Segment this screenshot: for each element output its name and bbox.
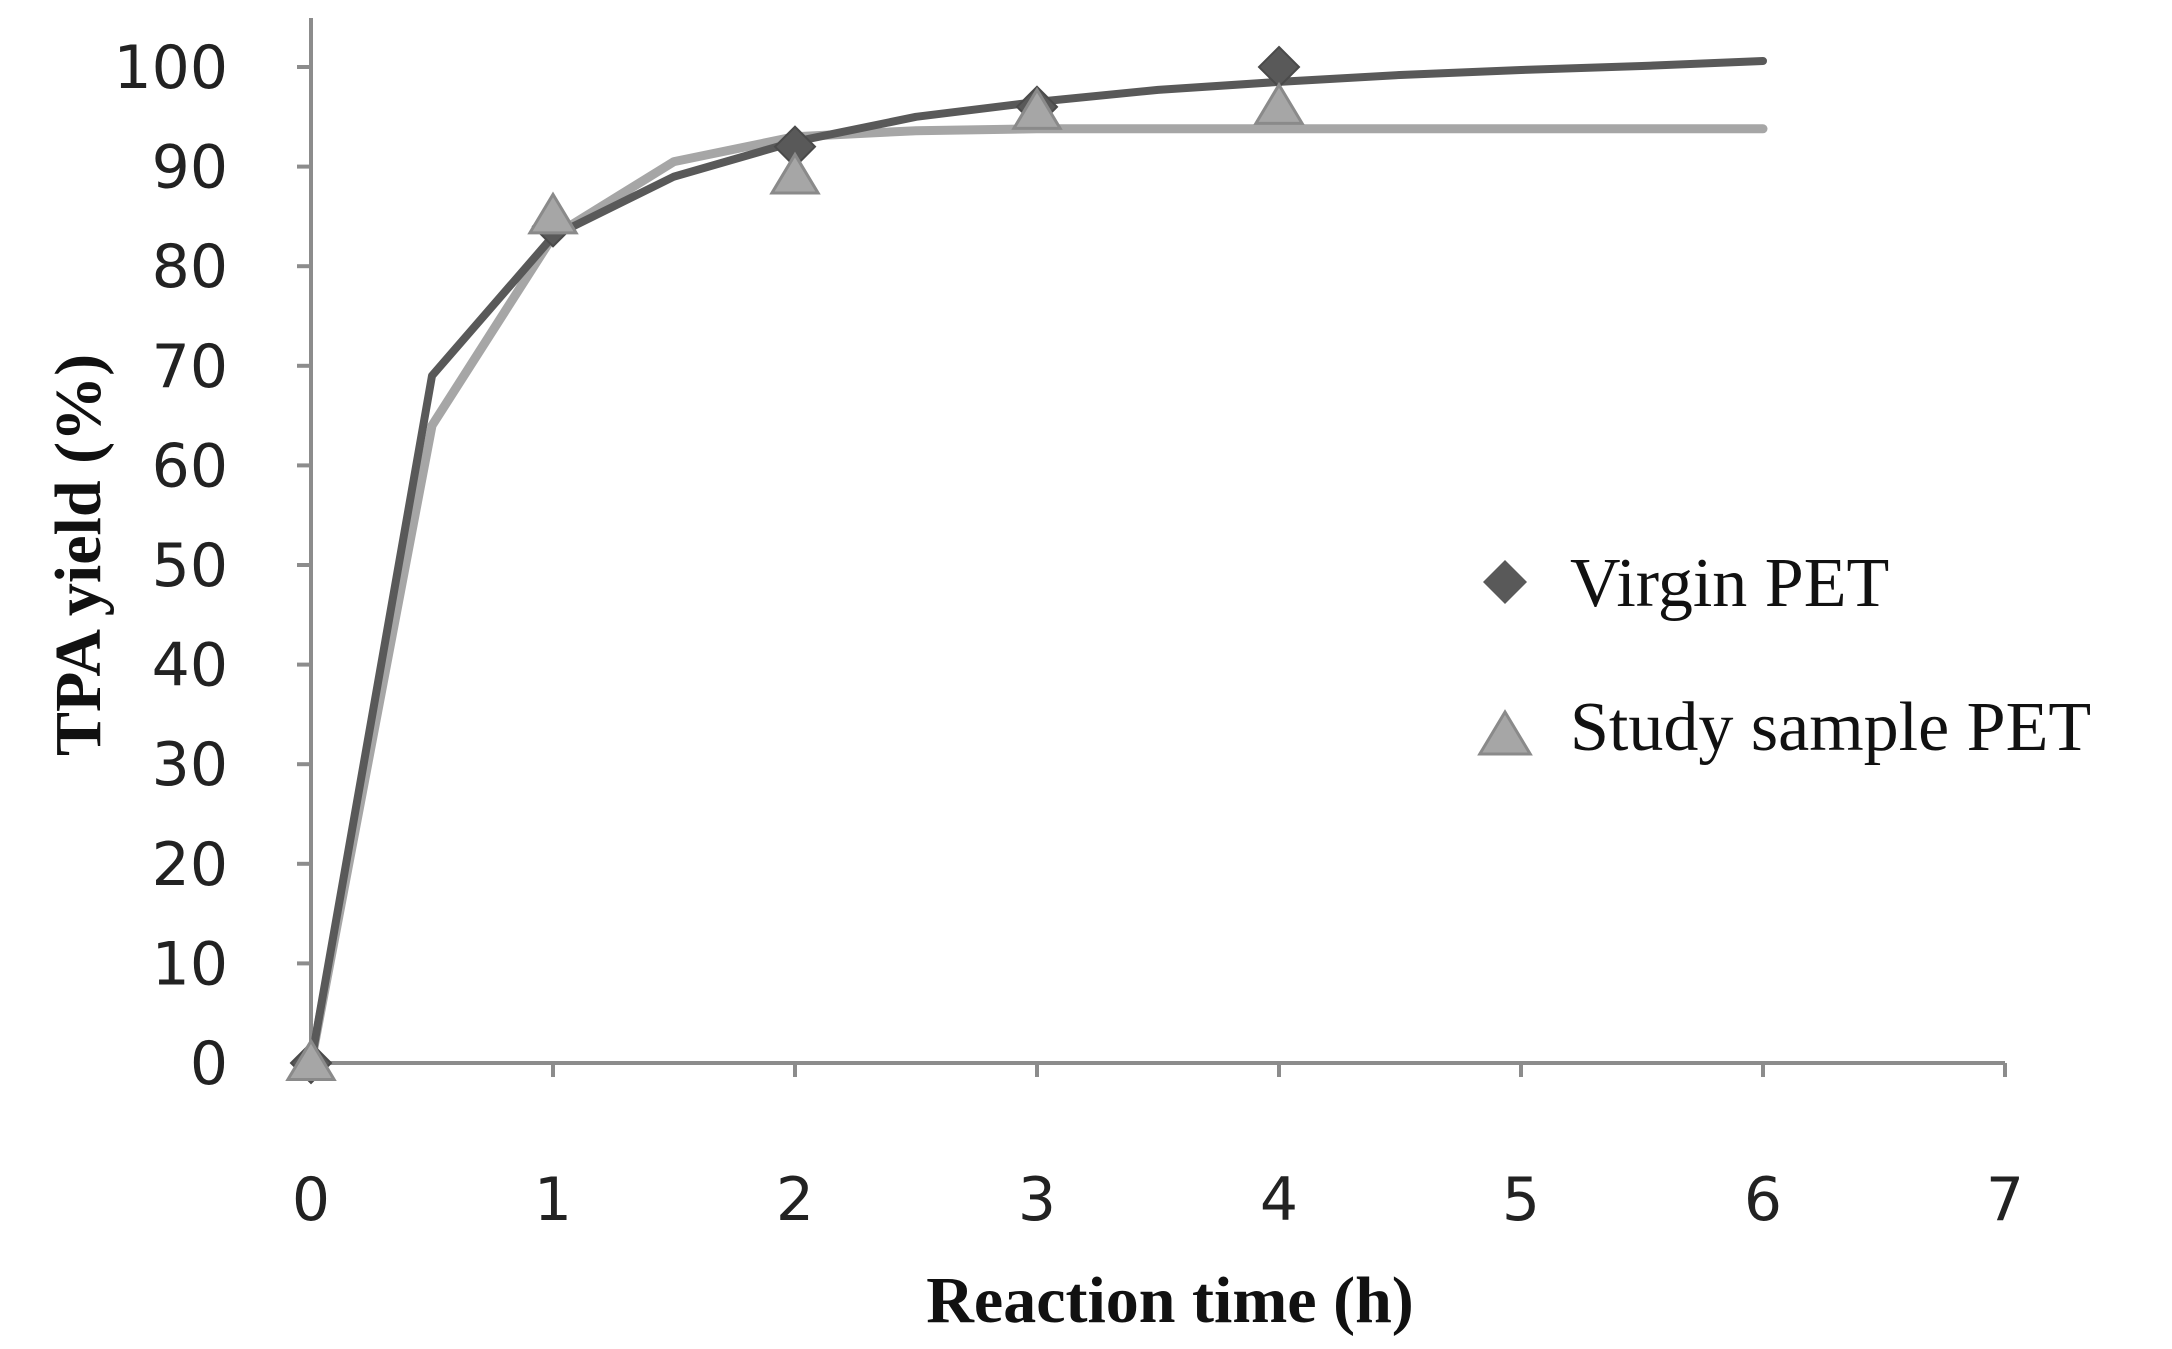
- x-axis-title: Reaction time (h): [926, 1264, 1414, 1337]
- ticks: 0 10 20 30 40 50 60 70 80 90 100 0 1 2 3 4 5 6 7: [113, 33, 2024, 1235]
- y-tick-label: 80: [152, 232, 228, 302]
- x-tick-label: 5: [1502, 1165, 1540, 1235]
- y-tick-label: 10: [152, 929, 228, 999]
- x-tick-label: 1: [534, 1165, 572, 1235]
- y-tick-label: 0: [190, 1029, 228, 1099]
- fit-curve-study-sample-pet: [306, 124, 1768, 1068]
- legend-marker-diamond: [1483, 560, 1527, 604]
- data-point-study-sample-pet: [1011, 86, 1063, 130]
- y-tick-label: 20: [152, 830, 228, 900]
- data-points: [285, 45, 1305, 1085]
- fit-curve-virgin-pet: [307, 57, 1767, 1067]
- axes: [309, 18, 2005, 1065]
- y-tick-label: 60: [152, 431, 228, 501]
- data-point-study-sample-pet: [1253, 81, 1305, 125]
- y-tick-label: 50: [152, 531, 228, 601]
- x-tick-label: 0: [292, 1165, 330, 1235]
- y-tick-label: 70: [152, 332, 228, 402]
- x-tick-label: 2: [776, 1165, 814, 1235]
- x-tick-label: 7: [1986, 1165, 2024, 1235]
- fit-curves: [306, 57, 1768, 1068]
- y-tick-label: 100: [113, 33, 228, 103]
- x-tick-label: 4: [1260, 1165, 1298, 1235]
- y-tick-label: 90: [152, 133, 228, 203]
- legend-label-study-sample-pet: Study sample PET: [1570, 689, 2091, 766]
- y-tick-label: 30: [152, 730, 228, 800]
- y-tick-label: 40: [152, 631, 228, 701]
- y-axis-title: TPA yield (%): [42, 354, 115, 756]
- legend-item-virgin-pet: Virgin PET: [1483, 545, 1889, 622]
- legend-marker-triangle: [1477, 709, 1533, 756]
- legend-label-virgin-pet: Virgin PET: [1570, 545, 1889, 622]
- legend-item-study-sample-pet: Study sample PET: [1477, 689, 2091, 766]
- data-point-study-sample-pet: [769, 151, 821, 195]
- x-tick-label: 6: [1744, 1165, 1782, 1235]
- x-tick-label: 3: [1018, 1165, 1056, 1235]
- legend: Virgin PET Study sample PET: [1477, 545, 2091, 766]
- data-point-study-sample-pet: [527, 191, 579, 235]
- data-point-study-sample-pet: [285, 1038, 337, 1081]
